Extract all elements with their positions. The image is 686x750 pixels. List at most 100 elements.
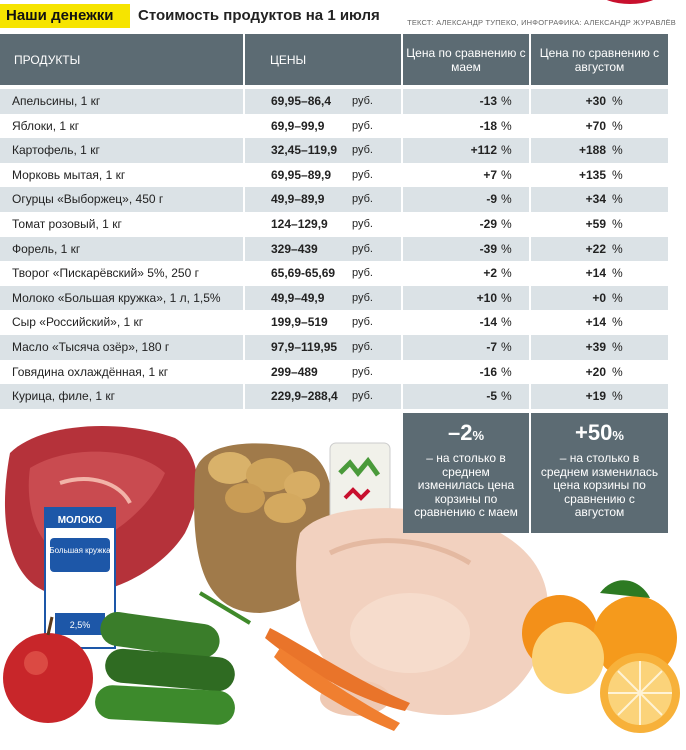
currency-cell: руб. (352, 316, 373, 329)
product-cell: Форель, 1 кг (12, 241, 81, 256)
table-body: Апельсины, 1 кг 69,95–86,4 руб. -13% +30% Ябл… (0, 89, 668, 409)
milk-name-text: Большая кружка (49, 546, 111, 555)
percent-sign: % (501, 192, 512, 207)
table-row: Картофель, 1 кг 32,45–119,9 руб. +112% +188% (0, 138, 668, 163)
product-cell: Томат розовый, 1 кг (12, 216, 122, 231)
column-divider (401, 34, 403, 85)
product-cell: Апельсины, 1 кг (12, 94, 101, 108)
summary-august-unit: % (612, 428, 624, 443)
currency-cell: руб. (352, 119, 373, 132)
table-row: Томат розовый, 1 кг 124–129,9 руб. -29% +59% (0, 211, 668, 237)
product-cell: Морковь мытая, 1 кг (12, 167, 126, 182)
price-cell: 329–439 (271, 241, 318, 256)
vs-august-cell: +20 (585, 364, 606, 379)
percent-sign: % (501, 216, 512, 231)
vs-august-cell: +14 (585, 315, 606, 330)
decor-shape (600, 0, 660, 4)
column-header-products: ПРОДУКТЫ (14, 52, 81, 67)
page-title: Стоимость продуктов на 1 июля (138, 7, 380, 24)
percent-sign: % (612, 167, 623, 182)
vs-may-cell: -18 (479, 118, 497, 133)
percent-sign: % (501, 315, 512, 330)
percent-sign: % (612, 315, 623, 330)
milk-carton-image: МОЛОКО Большая кружка 2,5% (44, 507, 116, 649)
price-cell: 69,9–99,9 (271, 118, 325, 133)
percent-sign: % (501, 167, 512, 182)
column-divider (529, 34, 531, 85)
product-cell: Картофель, 1 кг (12, 143, 100, 158)
price-cell: 49,9–49,9 (271, 290, 325, 305)
currency-cell: руб. (352, 267, 373, 280)
column-divider (529, 85, 531, 412)
percent-sign: % (612, 216, 623, 231)
table-row: Говядина охлаждённая, 1 кг 299–489 руб. -16… (0, 359, 668, 385)
product-cell: Яблоки, 1 кг (12, 118, 80, 133)
summary-may-unit: % (472, 428, 485, 443)
percent-sign: % (612, 266, 623, 281)
table-row: Масло «Тысяча озёр», 180 г 97,9–119,95 руб… (0, 334, 668, 360)
table-row: Творог «Пискарёвский» 5%, 250 г 65,69-65,… (0, 261, 668, 286)
vs-august-cell: +34 (585, 192, 606, 207)
percent-sign: % (612, 94, 623, 108)
summary-may: –2% – на столько в среднем изменилась це… (403, 413, 529, 533)
table-row: Яблоки, 1 кг 69,9–99,9 руб. -18% +70% (0, 113, 668, 139)
percent-sign: % (501, 389, 512, 404)
vs-august-cell: +30 (585, 94, 606, 108)
column-header-vs-may: Цена по сравнению с маем (406, 45, 526, 74)
table-row: Курица, филе, 1 кг 229,9–288,4 руб. -5% +19% (0, 384, 668, 409)
vs-august-cell: +188 (578, 143, 606, 158)
table-row: Молоко «Большая кружка», 1 л, 1,5% 49,9–4… (0, 285, 668, 311)
summary-august-text: – на столько в среднем изменилась цена к… (540, 451, 659, 519)
vs-august-cell: +135 (578, 167, 606, 182)
summary-august: +50% – на столько в среднем изменилась ц… (531, 413, 668, 533)
percent-sign: % (612, 389, 623, 404)
column-divider (243, 34, 245, 85)
groceries-illustration: МОЛОКО Большая кружка 2,5% (3, 426, 680, 733)
percent-sign: % (501, 94, 512, 108)
table-row: Огурцы «Выборжец», 450 г 49,9–89,9 руб. -9%… (0, 187, 668, 212)
table-row: Сыр «Российский», 1 кг 199,9–519 руб. -14% +… (0, 310, 668, 335)
table-row: Форель, 1 кг 329–439 руб. -39% +22% (0, 236, 668, 262)
vs-august-cell: +22 (585, 241, 606, 256)
page-header: Наши денежки Стоимость продуктов на 1 ию… (0, 0, 686, 34)
vs-may-cell: -5 (486, 389, 497, 404)
percent-sign: % (501, 266, 512, 281)
vs-may-cell: -13 (479, 94, 497, 108)
vs-may-cell: +112 (470, 143, 497, 158)
product-cell: Говядина охлаждённая, 1 кг (12, 364, 169, 379)
summary-may-number: –2 (447, 420, 473, 445)
summary-august-value: +50% (531, 421, 668, 448)
price-cell: 199,9–519 (271, 315, 328, 330)
vs-august-cell: +0 (592, 290, 606, 305)
vs-may-cell: +2 (483, 266, 497, 281)
currency-cell: руб. (352, 95, 373, 107)
percent-sign: % (501, 339, 512, 354)
product-cell: Творог «Пискарёвский» 5%, 250 г (12, 266, 199, 281)
price-cell: 124–129,9 (271, 216, 328, 231)
percent-sign: % (612, 118, 623, 133)
milk-fat-text: 2,5% (70, 620, 91, 630)
percent-sign: % (612, 192, 623, 207)
chicken-image (296, 508, 549, 716)
currency-cell: руб. (352, 242, 373, 255)
summary-may-value: –2% (403, 421, 529, 448)
vs-august-cell: +19 (585, 389, 606, 404)
price-cell: 49,9–89,9 (271, 192, 325, 207)
percent-sign: % (501, 241, 512, 256)
currency-cell: руб. (352, 340, 373, 353)
credits: ТЕКСТ: АЛЕКСАНДР ТУПЕКО, ИНФОГРАФИКА: АЛ… (407, 18, 676, 27)
oranges-image (522, 580, 680, 733)
vs-may-cell: -9 (486, 192, 497, 207)
percent-sign: % (501, 290, 512, 305)
table-header: ПРОДУКТЫ ЦЕНЫ Цена по сравнению с маем Ц… (0, 34, 668, 85)
column-header-prices: ЦЕНЫ (270, 52, 307, 67)
section-tag: Наши денежки (0, 4, 130, 28)
currency-cell: руб. (352, 291, 373, 304)
product-cell: Курица, филе, 1 кг (12, 389, 116, 404)
column-header-vs-august: Цена по сравнению с августом (539, 45, 660, 74)
percent-sign: % (612, 364, 623, 379)
column-divider (243, 85, 245, 412)
table-row: Морковь мытая, 1 кг 69,95–89,9 руб. +7% +135… (0, 162, 668, 188)
product-cell: Огурцы «Выборжец», 450 г (12, 192, 164, 207)
currency-cell: руб. (352, 390, 373, 403)
